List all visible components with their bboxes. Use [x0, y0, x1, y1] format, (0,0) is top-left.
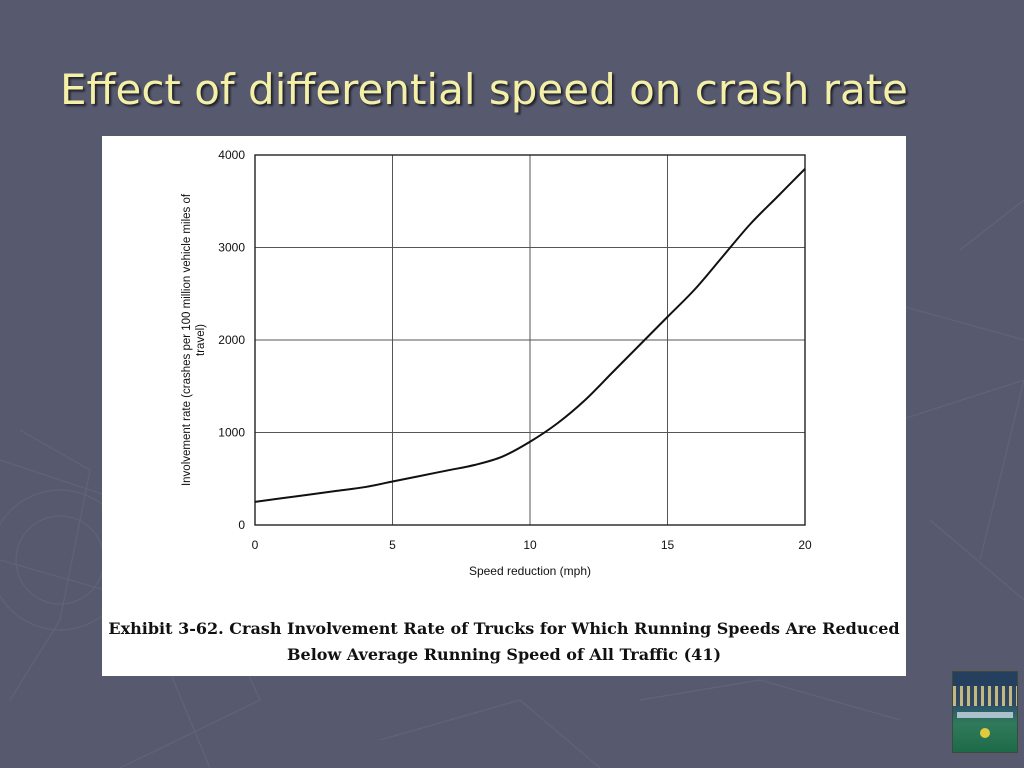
city-logo-icon [952, 671, 1018, 753]
crash-rate-chart: 0 5 10 15 20 0 1000 2000 3000 4000 Speed reduction… [181, 148, 812, 578]
figure-caption: Exhibit 3-62. Crash Involvement Rate of … [102, 616, 906, 668]
y-tick-label: 2000 [218, 333, 245, 347]
x-tick-label: 10 [523, 538, 537, 552]
caption-line-1: Exhibit 3-62. Crash Involvement Rate of … [108, 619, 900, 638]
y-tick-label: 4000 [218, 148, 245, 162]
chart-figure: 0 5 10 15 20 0 1000 2000 3000 4000 Speed reduction… [102, 136, 906, 676]
x-tick-label: 15 [661, 538, 675, 552]
series-line-0 [254, 168, 806, 503]
y-tick-label: 3000 [218, 241, 245, 255]
y-tick-label: 0 [238, 518, 245, 532]
x-tick-label: 20 [798, 538, 812, 552]
x-axis-label: Speed reduction (mph) [469, 564, 591, 578]
x-tick-label: 0 [252, 538, 259, 552]
x-tick-label: 5 [389, 538, 396, 552]
plot-frame [254, 154, 806, 526]
y-axis-label: Involvement rate (crashes per 100 millio… [181, 193, 207, 486]
caption-line-2: Below Average Running Speed of All Traff… [286, 645, 722, 664]
y-tick-label: 1000 [218, 426, 245, 440]
slide-title: Effect of differential speed on crash ra… [60, 65, 909, 114]
